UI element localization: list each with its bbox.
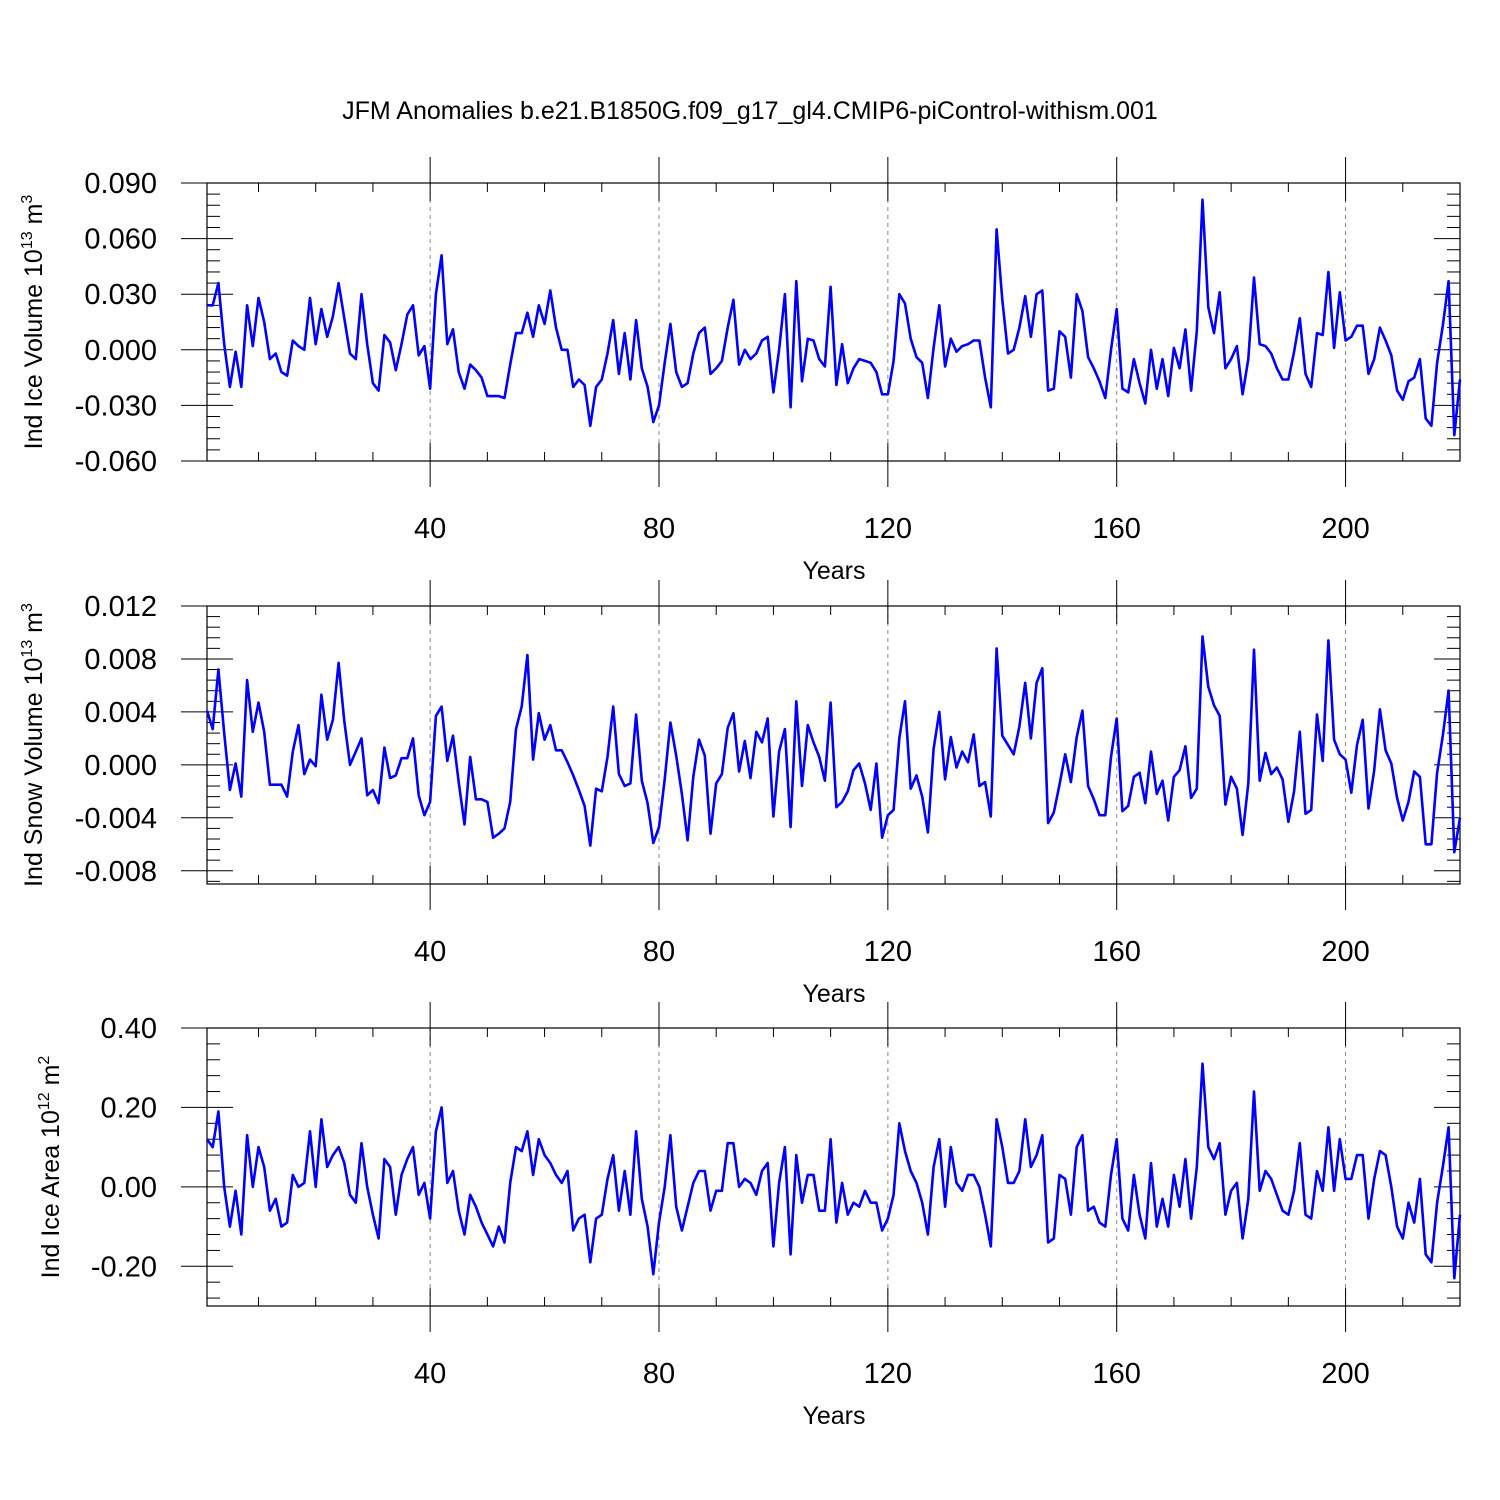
y-tick-label: 0.000 [84,750,157,782]
x-tick-label: 40 [414,513,446,545]
plot-frame [206,1027,1461,1307]
x-tick-label: 200 [1321,513,1369,545]
x-tick-label: 40 [414,936,446,968]
y-tick-label: -0.004 [75,803,157,835]
y-tick-label: 0.00 [101,1172,157,1204]
y-tick-label: -0.20 [91,1251,157,1283]
x-tick-label: 160 [1093,513,1141,545]
x-tick-label: 160 [1093,936,1141,968]
y-tick-label: 0.060 [84,224,157,256]
x-tick-label: 200 [1321,1358,1369,1390]
y-tick-label: 0.030 [84,279,157,311]
plot-frame [206,182,1461,462]
y-axis-title: Ind Ice Volume 1013 m3 [19,195,48,450]
figure-title: JFM Anomalies b.e21.B1850G.f09_g17_gl4.C… [342,97,1158,125]
y-axis-title: Ind Snow Volume 1013 m3 [19,603,48,887]
y-tick-label: -0.060 [75,446,157,478]
x-tick-label: 160 [1093,1358,1141,1390]
panel-2: -0.008 -0.004 0.000 0.004 0.008 0.012 40 80 120 1… [19,580,1462,1008]
series-line [205,1062,1462,1280]
panel-1: -0.060 -0.030 0.000 0.030 0.060 0.090 40 80 120 1… [19,157,1462,585]
x-tick-label: 40 [414,1358,446,1390]
y-tick-label: 0.012 [84,591,157,623]
y-tick-label: 0.090 [84,168,157,200]
x-tick-label: 120 [864,513,912,545]
series-line [205,635,1462,854]
plot-frame [206,605,1461,885]
y-tick-label: 0.004 [84,697,157,729]
panel-3: -0.20 0.00 0.20 0.40 40 80 120 160 200 Years Ind I… [36,1002,1462,1430]
y-tick-label: 0.40 [101,1013,157,1045]
y-tick-label: 0.20 [101,1092,157,1124]
y-axis-title: Ind Ice Area 1012 m2 [36,1056,65,1279]
y-tick-label: 0.000 [84,335,157,367]
y-tick-label: -0.008 [75,856,157,888]
y-tick-label: -0.030 [75,390,157,422]
panels: -0.060 -0.030 0.000 0.030 0.060 0.090 40 80 120 1… [19,157,1462,1430]
x-tick-label: 120 [864,1358,912,1390]
x-axis-title: Years [802,557,865,585]
x-axis-title: Years [802,1402,865,1430]
x-tick-label: 200 [1321,936,1369,968]
x-axis-title: Years [802,980,865,1008]
x-tick-label: 80 [643,936,675,968]
series-line [207,198,1462,437]
x-tick-label: 80 [643,1358,675,1390]
y-tick-label: 0.008 [84,644,157,676]
x-tick-label: 120 [864,936,912,968]
x-tick-label: 80 [643,513,675,545]
